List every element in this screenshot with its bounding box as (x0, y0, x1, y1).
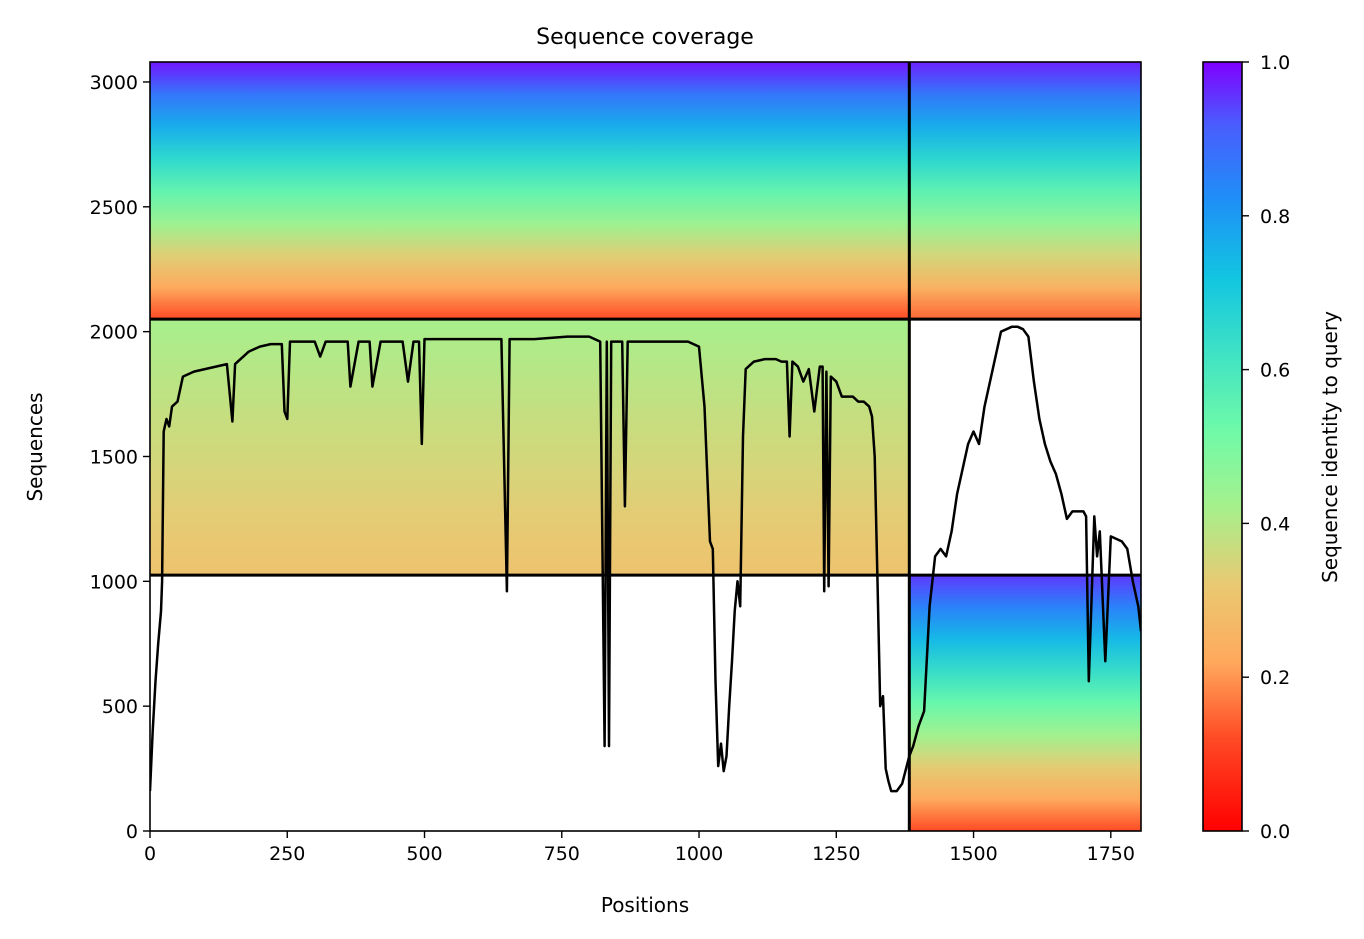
y-tick-label: 2000 (90, 322, 138, 344)
colorbar-tick-label: 0.2 (1260, 667, 1290, 689)
y-tick-label: 1500 (90, 446, 138, 468)
x-tick-label: 1250 (812, 843, 860, 865)
x-tick-label: 250 (269, 843, 305, 865)
x-tick-label: 750 (544, 843, 580, 865)
heatmap-block (150, 319, 910, 576)
y-tick-label: 2500 (90, 197, 138, 219)
y-axis-label: Sequences (23, 392, 47, 501)
heatmap-block (909, 62, 1141, 320)
colorbar-tick-label: 0.0 (1260, 821, 1290, 843)
colorbar-tick-label: 0.4 (1260, 513, 1290, 535)
colorbar-ticks: 0.0 0.2 0.4 0.6 0.8 1.0 (1242, 52, 1290, 843)
heatmap-block (150, 62, 910, 320)
plot-frame (149, 61, 1142, 832)
chart-title: Sequence coverage (536, 25, 754, 50)
block-dividers (150, 62, 1141, 831)
colorbar-tick-label: 1.0 (1260, 52, 1290, 74)
x-tick-label: 0 (144, 843, 156, 865)
colorbar-tick-label: 0.6 (1260, 360, 1290, 382)
colorbar (1202, 61, 1243, 832)
y-tick-label: 0 (126, 821, 138, 843)
x-axis-label: Positions (601, 893, 689, 917)
colorbar-tick-label: 0.8 (1260, 206, 1290, 228)
y-tick-label: 500 (102, 696, 138, 718)
y-axis-ticks: 0 500 1000 1500 2000 2500 3000 (90, 72, 150, 843)
colorbar-label: Sequence identity to query (1318, 311, 1342, 583)
x-tick-label: 500 (406, 843, 442, 865)
x-tick-label: 1000 (675, 843, 723, 865)
x-axis-ticks: 0 250 500 750 1000 1250 1500 1750 (144, 831, 1135, 865)
heatmap-blocks (150, 62, 1141, 831)
x-tick-label: 1500 (949, 843, 997, 865)
coverage-line (150, 325, 1141, 793)
y-tick-label: 3000 (90, 72, 138, 94)
x-tick-label: 1750 (1087, 843, 1135, 865)
y-tick-label: 1000 (90, 571, 138, 593)
